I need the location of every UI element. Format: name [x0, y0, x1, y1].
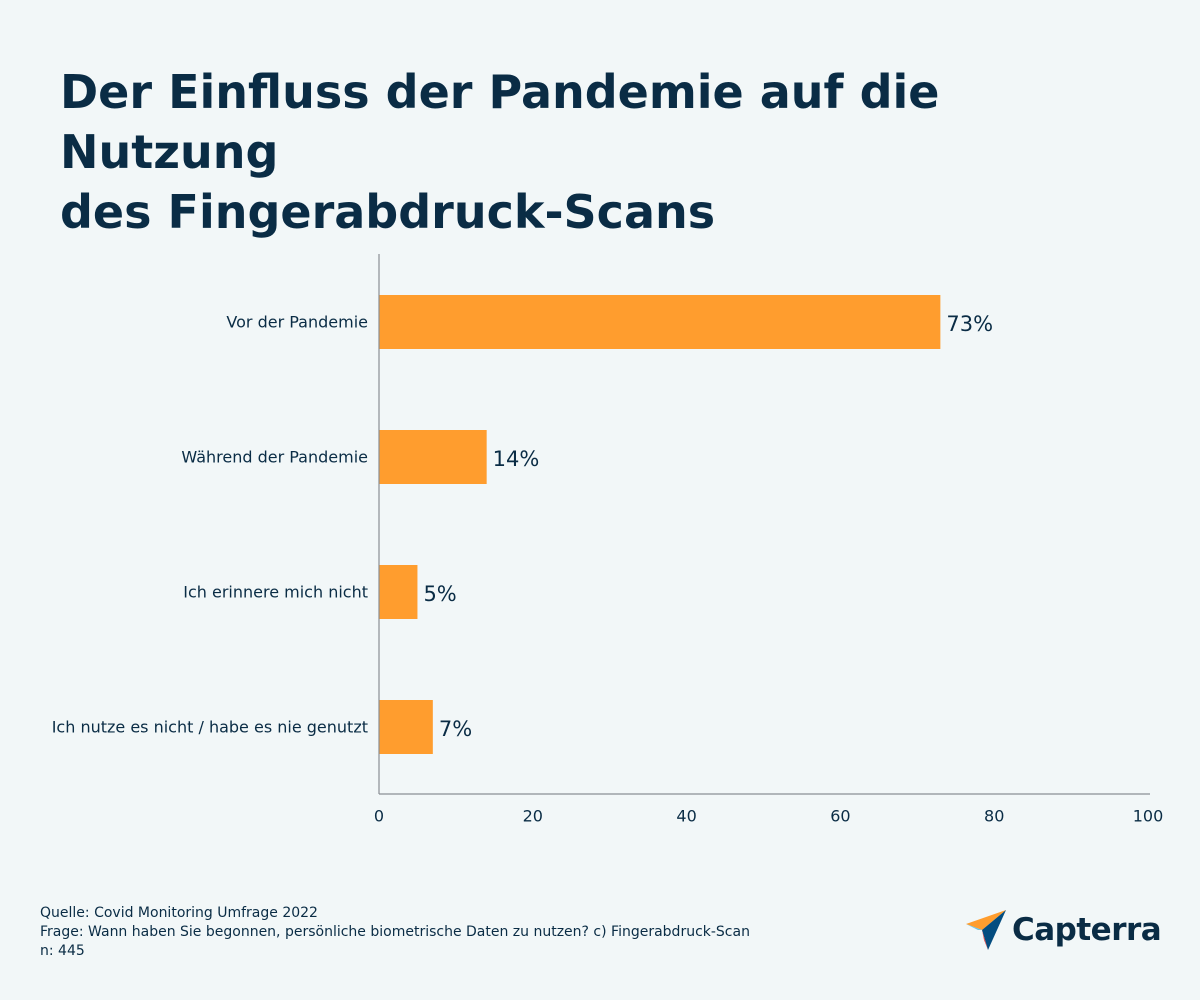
chart-title-line-2: des Fingerabdruck-Scans [60, 185, 716, 239]
category-label: Während der Pandemie [181, 448, 368, 467]
x-tick-label: 100 [1133, 807, 1164, 826]
bars-layer [379, 295, 941, 754]
chart-footer: Quelle: Covid Monitoring Umfrage 2022 Fr… [40, 904, 750, 961]
data-label: 5% [423, 582, 456, 606]
category-label: Ich nutze es nicht / habe es nie genutzt [52, 718, 368, 737]
bar [379, 430, 487, 484]
chart-title-line-1: Der Einfluss der Pandemie auf die Nutzun… [60, 65, 940, 179]
category-label: Vor der Pandemie [226, 313, 368, 332]
sample-size-note: n: 445 [40, 943, 85, 959]
x-tick-label: 40 [676, 807, 696, 826]
source-note: Quelle: Covid Monitoring Umfrage 2022 [40, 905, 318, 921]
x-tick-label: 20 [523, 807, 543, 826]
data-label: 73% [946, 312, 993, 336]
category-label: Ich erinnere mich nicht [183, 583, 368, 602]
question-note: Frage: Wann haben Sie begonnen, persönli… [40, 924, 750, 940]
data-label: 7% [439, 717, 472, 741]
data-label: 14% [493, 447, 540, 471]
capterra-logo-text: Capterra [1012, 912, 1162, 948]
bar-chart: Vor der Pandemie 73% Während der Pandemie 1… [52, 254, 1164, 826]
capterra-logo: Capterra [964, 906, 1162, 954]
x-tick-label: 60 [830, 807, 850, 826]
x-tick-label: 0 [374, 807, 384, 826]
bar [379, 565, 418, 619]
labels-layer: Vor der Pandemie 73% Während der Pandemie 1… [52, 312, 1164, 826]
capterra-arrow-icon [966, 910, 1006, 950]
bar [379, 700, 433, 754]
bar [379, 295, 941, 349]
x-tick-label: 80 [984, 807, 1004, 826]
chart-title: Der Einfluss der Pandemie auf die Nutzun… [60, 62, 1160, 242]
